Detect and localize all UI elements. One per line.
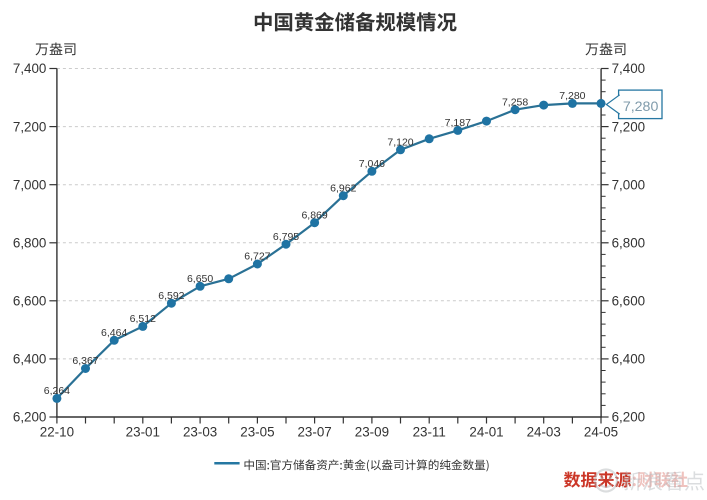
svg-text:22-10: 22-10 [40,425,74,440]
svg-text:6,512: 6,512 [130,313,156,325]
svg-text:6,727: 6,727 [244,251,270,263]
svg-text:6,400: 6,400 [13,352,47,367]
svg-text:6,200: 6,200 [13,410,47,425]
svg-text:6,800: 6,800 [612,235,646,250]
svg-text:6,600: 6,600 [13,294,47,309]
svg-text:6,962: 6,962 [330,182,356,194]
svg-text:24-03: 24-03 [527,425,561,440]
svg-text:6,367: 6,367 [72,355,98,367]
svg-text:7,000: 7,000 [13,177,47,192]
svg-text:6,200: 6,200 [612,410,646,425]
svg-text:23-01: 23-01 [126,425,160,440]
svg-text:7,280: 7,280 [623,99,659,115]
svg-text:6,592: 6,592 [158,290,184,302]
svg-text:7,400: 7,400 [13,61,47,76]
svg-text:23-03: 23-03 [183,425,217,440]
svg-text:6,869: 6,869 [301,209,327,221]
svg-text:7,120: 7,120 [387,137,413,149]
svg-text:6,800: 6,800 [13,235,47,250]
svg-text:7,200: 7,200 [13,119,47,134]
svg-text:7,258: 7,258 [502,96,528,108]
svg-text:23-05: 23-05 [240,425,274,440]
svg-text:24-01: 24-01 [469,425,503,440]
svg-text:24-05: 24-05 [584,425,618,440]
svg-text:7,000: 7,000 [612,177,646,192]
svg-text:23-11: 23-11 [413,425,446,440]
svg-text:7,400: 7,400 [612,61,646,76]
svg-text:6,600: 6,600 [612,294,646,309]
svg-text:23-09: 23-09 [355,425,389,440]
svg-text:23-07: 23-07 [297,425,331,440]
svg-text:7,187: 7,187 [445,117,471,129]
svg-text:7,280: 7,280 [559,90,585,102]
svg-text:6,400: 6,400 [612,352,646,367]
svg-text:7,046: 7,046 [359,158,385,170]
svg-text:6,795: 6,795 [273,231,299,243]
svg-text:6,264: 6,264 [44,385,70,397]
svg-text:7,200: 7,200 [612,119,646,134]
svg-text:6,464: 6,464 [101,327,127,339]
svg-text:6,650: 6,650 [187,273,213,285]
